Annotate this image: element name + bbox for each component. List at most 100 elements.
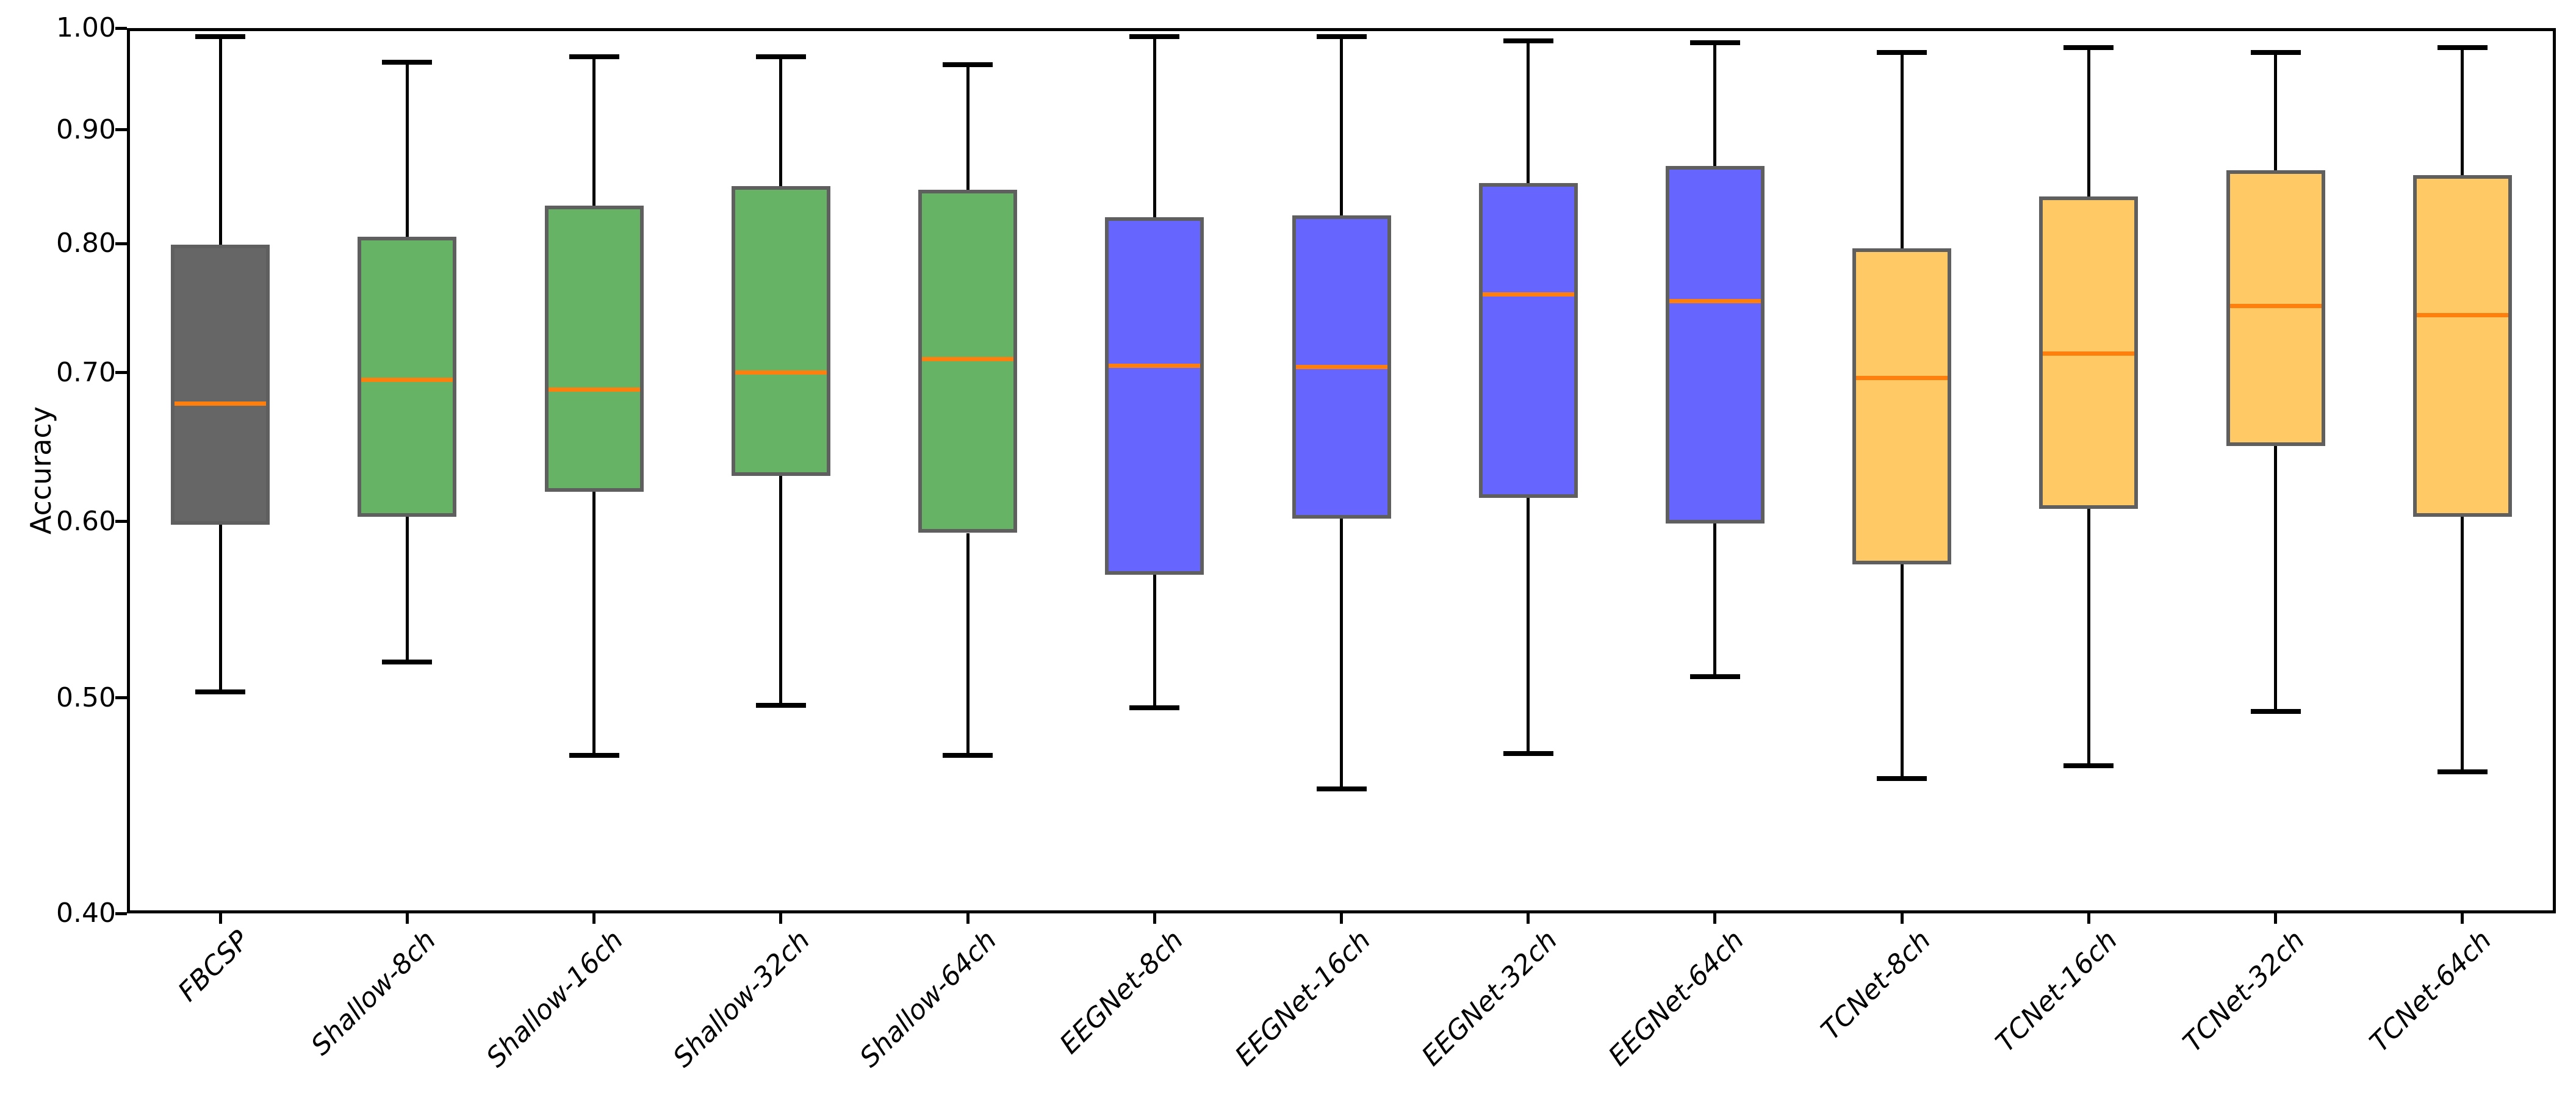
whisker-upper bbox=[966, 64, 970, 190]
median-line bbox=[174, 401, 267, 406]
y-tick-mark bbox=[115, 26, 127, 30]
whisker-lower bbox=[592, 491, 596, 756]
whisker-upper bbox=[779, 56, 783, 187]
y-tick-mark bbox=[115, 912, 127, 915]
x-tick-label: FBCSP bbox=[172, 924, 256, 1008]
median-line bbox=[735, 370, 827, 375]
whisker-cap-upper bbox=[1877, 50, 1927, 56]
x-tick-label: Shallow-32ch bbox=[667, 924, 816, 1074]
whisker-upper bbox=[405, 62, 409, 237]
whisker-cap-upper bbox=[382, 60, 433, 65]
whisker-cap-lower bbox=[1877, 776, 1927, 781]
whisker-cap-upper bbox=[1316, 34, 1367, 40]
x-tick-mark bbox=[966, 913, 970, 924]
box-Shallow-16ch bbox=[544, 206, 644, 492]
box-TCNet-8ch bbox=[1852, 248, 1952, 565]
median-line bbox=[1295, 365, 1387, 370]
whisker-upper bbox=[2087, 47, 2090, 197]
median-line bbox=[1669, 298, 1761, 303]
whisker-cap-lower bbox=[1129, 705, 1180, 710]
whisker-lower bbox=[1340, 518, 1343, 789]
whisker-upper bbox=[218, 37, 222, 245]
median-line bbox=[922, 356, 1014, 361]
median-line bbox=[361, 377, 453, 382]
x-tick-label: Shallow-16ch bbox=[480, 924, 629, 1074]
x-tick-label: TCNet-64ch bbox=[2364, 924, 2498, 1059]
whisker-lower bbox=[1713, 523, 1717, 677]
whisker-cap-lower bbox=[2250, 708, 2301, 714]
whisker-cap-upper bbox=[1689, 40, 1740, 45]
y-tick-label: 0.40 bbox=[56, 898, 116, 929]
y-tick-mark bbox=[115, 520, 127, 524]
whisker-cap-lower bbox=[195, 689, 246, 695]
y-tick-label: 0.90 bbox=[56, 113, 116, 145]
x-tick-mark bbox=[2274, 913, 2278, 924]
whisker-lower bbox=[405, 517, 409, 662]
x-tick-label: Shallow-8ch bbox=[305, 924, 442, 1062]
y-tick-label: 0.50 bbox=[56, 682, 116, 713]
y-tick-label: 0.80 bbox=[56, 228, 116, 259]
whisker-upper bbox=[1900, 52, 1904, 249]
median-line bbox=[548, 387, 640, 392]
whisker-cap-upper bbox=[1503, 38, 1553, 43]
y-tick-mark bbox=[115, 371, 127, 375]
whisker-upper bbox=[1340, 37, 1343, 215]
x-tick-mark bbox=[2087, 913, 2090, 924]
x-tick-mark bbox=[1153, 913, 1156, 924]
x-tick-label: TCNet-8ch bbox=[1815, 924, 1937, 1046]
whisker-lower bbox=[1900, 564, 1904, 779]
whisker-cap-lower bbox=[755, 703, 806, 708]
median-line bbox=[1109, 364, 1201, 369]
whisker-upper bbox=[1713, 42, 1717, 166]
box-TCNet-64ch bbox=[2412, 175, 2512, 517]
median-line bbox=[2229, 304, 2322, 309]
whisker-cap-upper bbox=[943, 62, 993, 67]
whisker-upper bbox=[2274, 52, 2278, 171]
box-Shallow-32ch bbox=[731, 186, 830, 477]
whisker-lower bbox=[779, 476, 783, 706]
x-tick-mark bbox=[2461, 913, 2464, 924]
whisker-cap-upper bbox=[2437, 45, 2488, 50]
x-tick-label: Shallow-64ch bbox=[854, 924, 1003, 1074]
whisker-lower bbox=[2461, 517, 2464, 772]
whisker-lower bbox=[966, 533, 970, 756]
x-tick-mark bbox=[218, 913, 222, 924]
median-line bbox=[2043, 351, 2135, 356]
whisker-cap-lower bbox=[382, 659, 433, 664]
whisker-cap-lower bbox=[2437, 769, 2488, 775]
y-tick-mark bbox=[115, 242, 127, 245]
box-EEGNet-32ch bbox=[1478, 182, 1578, 498]
x-tick-mark bbox=[1900, 913, 1904, 924]
whisker-cap-lower bbox=[1689, 674, 1740, 680]
x-tick-label: EEGNet-16ch bbox=[1229, 924, 1376, 1073]
whisker-upper bbox=[1527, 40, 1530, 183]
whisker-upper bbox=[1153, 37, 1156, 218]
x-tick-mark bbox=[405, 913, 409, 924]
whisker-cap-lower bbox=[943, 753, 993, 758]
whisker-cap-upper bbox=[2063, 45, 2114, 50]
x-tick-mark bbox=[1527, 913, 1530, 924]
whisker-cap-upper bbox=[1129, 34, 1180, 40]
y-tick-label: 1.00 bbox=[56, 12, 116, 43]
median-line bbox=[2416, 312, 2508, 317]
whisker-cap-upper bbox=[195, 34, 246, 40]
x-tick-label: TCNet-16ch bbox=[1990, 924, 2124, 1059]
box-EEGNet-64ch bbox=[1665, 165, 1765, 524]
whisker-upper bbox=[592, 56, 596, 206]
box-Shallow-8ch bbox=[358, 236, 457, 517]
whisker-upper bbox=[2461, 47, 2464, 175]
x-tick-mark bbox=[779, 913, 783, 924]
box-Shallow-64ch bbox=[918, 189, 1018, 533]
x-tick-mark bbox=[1340, 913, 1343, 924]
x-tick-label: EEGNet-32ch bbox=[1416, 924, 1564, 1073]
whisker-cap-lower bbox=[2063, 763, 2114, 769]
y-tick-mark bbox=[115, 696, 127, 700]
x-tick-label: TCNet-32ch bbox=[2176, 924, 2311, 1059]
whisker-lower bbox=[1527, 497, 1530, 754]
whisker-lower bbox=[2087, 508, 2090, 766]
median-line bbox=[1482, 292, 1574, 297]
whisker-lower bbox=[218, 525, 222, 693]
whisker-cap-upper bbox=[569, 54, 619, 59]
x-tick-label: EEGNet-8ch bbox=[1054, 924, 1190, 1060]
